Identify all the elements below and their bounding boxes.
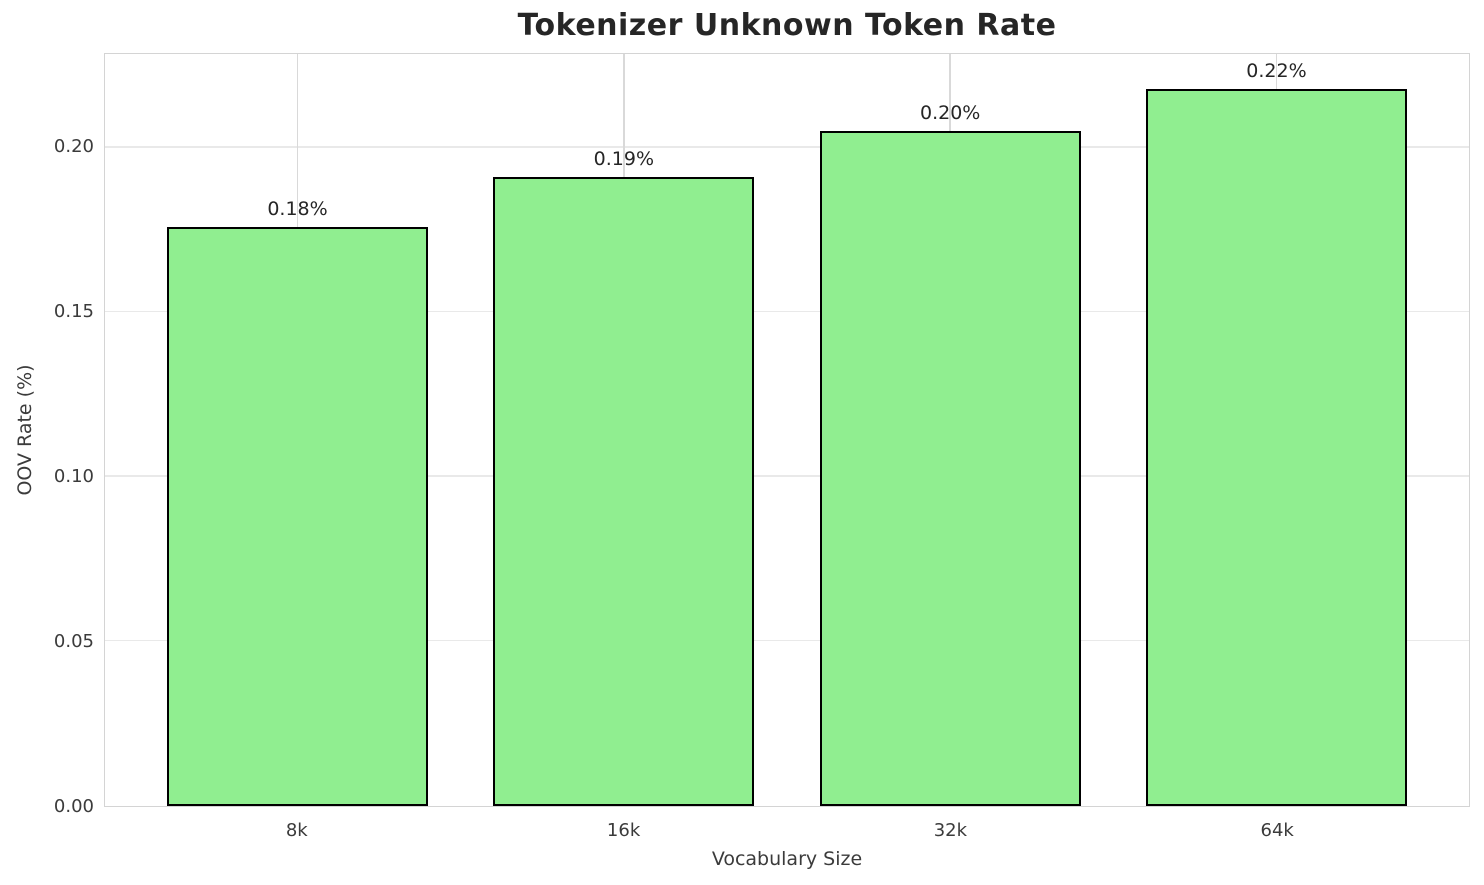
h-gridline [105, 639, 1469, 642]
x-tick-label-8k: 8k [285, 820, 308, 841]
y-tick-label: 0.05 [53, 631, 94, 652]
bar-16k [493, 177, 755, 806]
y-tick-label: 0.10 [53, 466, 94, 488]
plot-area: 0.18% 0.19% 0.20% 0.22% [104, 53, 1470, 807]
chart-title: Tokenizer Unknown Token Rate [517, 8, 1057, 43]
bar-value-label-64k: 0.22% [1246, 59, 1307, 82]
y-tick-label: 0.15 [53, 301, 94, 323]
bar-value-label-32k: 0.20% [919, 102, 981, 125]
bar-32k [819, 131, 1081, 806]
h-gridline [105, 475, 1469, 477]
h-gridline [105, 310, 1469, 313]
bar-8k [167, 226, 429, 806]
bar-64k [1145, 88, 1407, 806]
y-tick-label: 0.00 [53, 796, 94, 817]
bar-value-label-16k: 0.19% [593, 148, 655, 171]
bar-value-label-8k: 0.18% [267, 197, 328, 220]
x-tick-label-32k: 32k [933, 820, 968, 841]
y-tick-label: 0.20 [53, 136, 94, 158]
x-tick-label-64k: 64k [1260, 820, 1294, 841]
x-axis-label: Vocabulary Size [711, 848, 863, 870]
x-tick-label-16k: 16k [606, 820, 641, 841]
h-gridline [105, 146, 1469, 148]
